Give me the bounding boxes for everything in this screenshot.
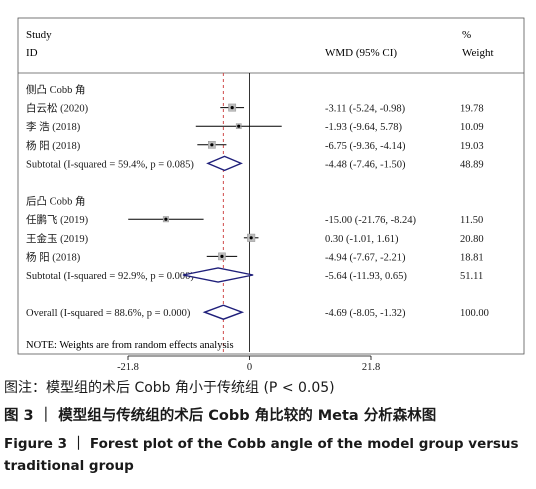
- effect-ci-text: -4.69 (-8.05, -1.32): [325, 308, 406, 319]
- group-label: 后凸 Cobb 角: [26, 196, 86, 208]
- subtotal-label: Subtotal (I-squared = 92.9%, p = 0.000): [26, 271, 194, 282]
- effect-ci-text: -4.94 (-7.67, -2.21): [325, 252, 406, 263]
- study-label: 白云松 (2020): [26, 102, 89, 115]
- point-estimate: [220, 254, 224, 258]
- header-percent: %: [462, 29, 471, 41]
- effect-ci-text: -1.93 (-9.64, 5.78): [325, 122, 402, 133]
- effect-ci-text: -3.11 (-5.24, -0.98): [325, 104, 406, 115]
- weight-text: 48.89: [460, 159, 484, 170]
- effect-ci-text: -5.64 (-11.93, 0.65): [325, 271, 407, 282]
- forest-plot: Study ID WMD (95% CI) % Weight 侧凸 Cobb 角…: [17, 17, 525, 372]
- subtotal-diamond: [206, 155, 243, 172]
- weight-text: 100.00: [460, 308, 489, 319]
- figure-title-cn: 图 3 ｜ 模型组与传统组的术后 Cobb 角比较的 Meta 分析森林图: [4, 408, 437, 424]
- weight-text: 19.03: [460, 141, 484, 152]
- figure-note: 图注：模型组的术后 Cobb 角小于传统组 (P < 0.05): [4, 380, 335, 396]
- weight-text: 19.78: [460, 104, 484, 115]
- point-estimate: [249, 236, 253, 240]
- group-label: 侧凸 Cobb 角: [26, 83, 86, 96]
- study-label: 杨 阳 (2018): [26, 139, 81, 152]
- point-estimate: [164, 217, 168, 221]
- x-tick-label: 0: [247, 362, 252, 372]
- point-estimate: [230, 106, 234, 110]
- weight-text: 11.50: [460, 215, 483, 226]
- point-estimate: [210, 143, 214, 147]
- figure-title-en: Figure 3 ｜ Forest plot of the Cobb angle…: [4, 436, 519, 452]
- weight-text: 10.09: [460, 122, 484, 133]
- header-weight: Weight: [462, 47, 494, 59]
- subtotal-label: Subtotal (I-squared = 59.4%, p = 0.085): [26, 159, 194, 170]
- effect-ci-text: 0.30 (-1.01, 1.61): [325, 234, 399, 245]
- point-estimate: [237, 124, 241, 128]
- overall-label: Overall (I-squared = 88.6%, p = 0.000): [26, 308, 191, 319]
- effect-ci-text: -4.48 (-7.46, -1.50): [325, 159, 406, 170]
- plot-frame: [17, 17, 525, 355]
- figure-title-en-cont: traditional group: [4, 458, 134, 474]
- subtotal-diamond: [182, 267, 254, 283]
- x-axis: -21.8 0 21.8: [117, 355, 380, 372]
- x-tick-label: -21.8: [117, 362, 139, 372]
- header-effect: WMD (95% CI): [325, 47, 397, 59]
- header-study: Study: [26, 29, 52, 41]
- weight-text: 51.11: [460, 271, 483, 282]
- study-label: 杨 阳 (2018): [26, 250, 81, 263]
- header-id: ID: [26, 47, 38, 59]
- overall-diamond: [202, 304, 245, 320]
- study-label: 王金玉 (2019): [26, 232, 89, 245]
- study-label: 任鹏飞 (2019): [26, 213, 89, 226]
- effect-ci-text: -15.00 (-21.76, -8.24): [325, 215, 416, 226]
- x-tick-label: 21.8: [362, 362, 380, 372]
- weights-note: NOTE: Weights are from random effects an…: [26, 340, 234, 351]
- weight-text: 20.80: [460, 234, 484, 245]
- weight-text: 18.81: [460, 252, 484, 263]
- study-label: 李 浩 (2018): [26, 120, 81, 133]
- effect-ci-text: -6.75 (-9.36, -4.14): [325, 141, 406, 152]
